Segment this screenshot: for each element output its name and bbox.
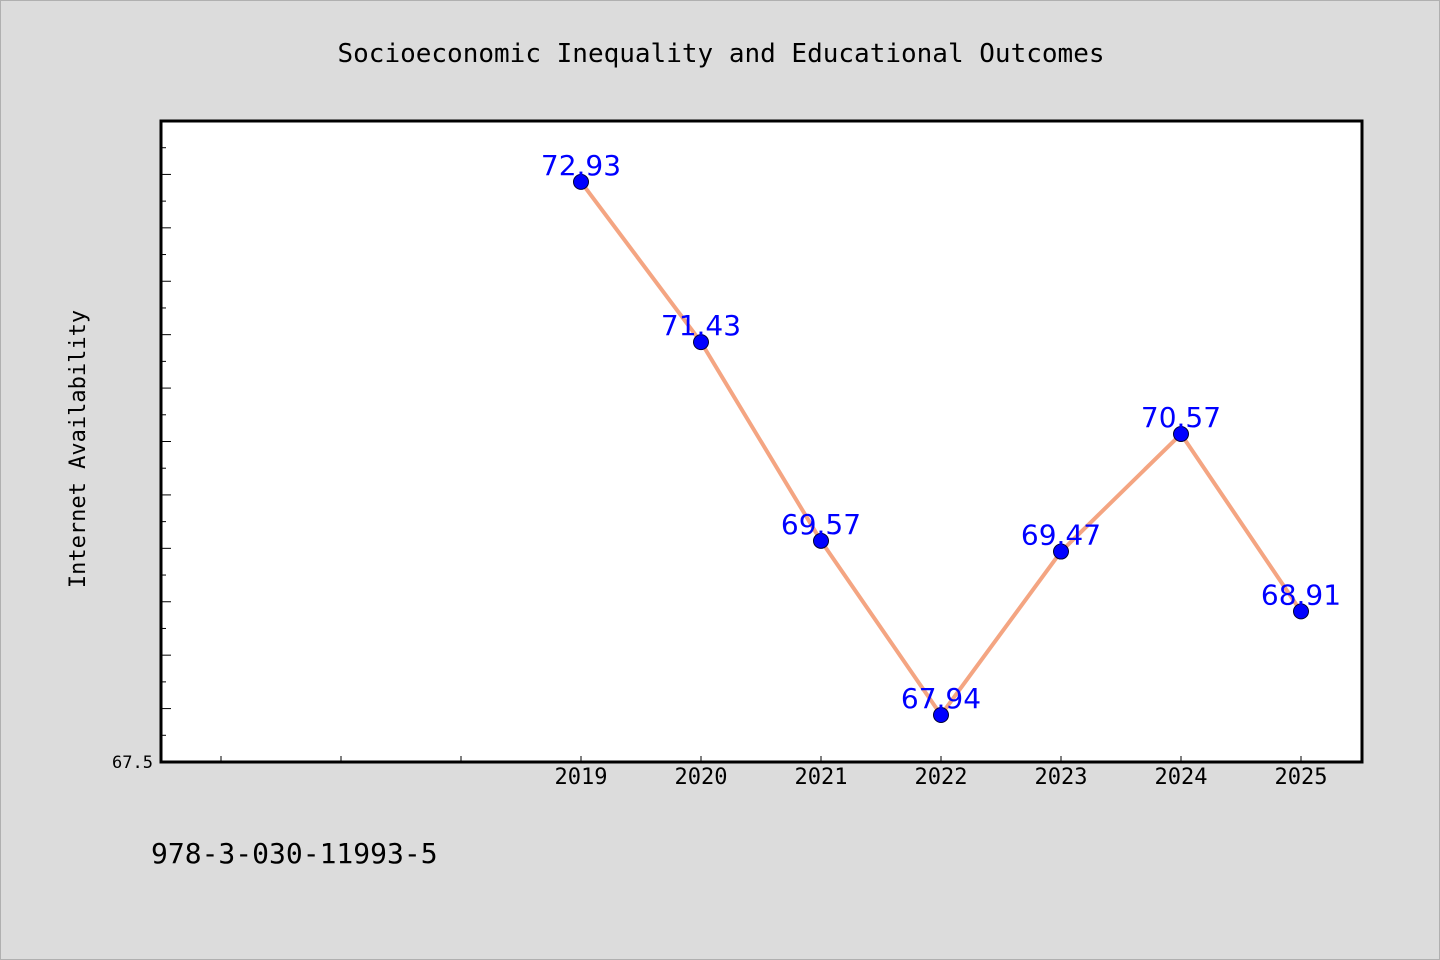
y-axis-label: Internet Availability bbox=[66, 310, 91, 588]
x-axis-ticks: 2019 2020 2021 2022 2023 2024 2025 bbox=[220, 756, 1328, 790]
data-label: 67.94 bbox=[901, 682, 981, 715]
x-tick-label: 2024 bbox=[1155, 765, 1208, 790]
data-label: 69.57 bbox=[781, 508, 861, 541]
data-label: 72.93 bbox=[541, 149, 621, 182]
x-tick-label: 2019 bbox=[555, 765, 608, 790]
data-point bbox=[1293, 603, 1309, 620]
data-point bbox=[573, 173, 589, 190]
x-tick-label: 2020 bbox=[675, 765, 728, 790]
x-tick-label: 2022 bbox=[915, 765, 968, 790]
y-tick-label: 67.5 bbox=[112, 753, 153, 773]
x-tick-label: 2023 bbox=[1035, 765, 1088, 790]
data-label: 68.91 bbox=[1261, 578, 1341, 611]
data-label: 70.57 bbox=[1141, 401, 1221, 434]
data-point bbox=[1173, 426, 1189, 443]
isbn-text: 978-3-030-11993-5 bbox=[151, 837, 438, 870]
data-point bbox=[693, 334, 709, 351]
data-labels: 72.93 71.43 69.57 67.94 69.47 70.57 68.91 bbox=[541, 149, 1341, 715]
y-axis-ticks: 67.5 bbox=[112, 120, 171, 773]
data-label: 69.47 bbox=[1021, 519, 1101, 552]
series-markers bbox=[573, 173, 1309, 723]
data-label: 71.43 bbox=[661, 309, 741, 342]
x-tick-label: 2025 bbox=[1275, 765, 1328, 790]
chart-title: Socioeconomic Inequality and Educational… bbox=[337, 39, 1104, 69]
data-point bbox=[933, 706, 949, 723]
data-point bbox=[1053, 543, 1069, 560]
x-tick-label: 2021 bbox=[795, 765, 848, 790]
data-point bbox=[813, 532, 829, 549]
